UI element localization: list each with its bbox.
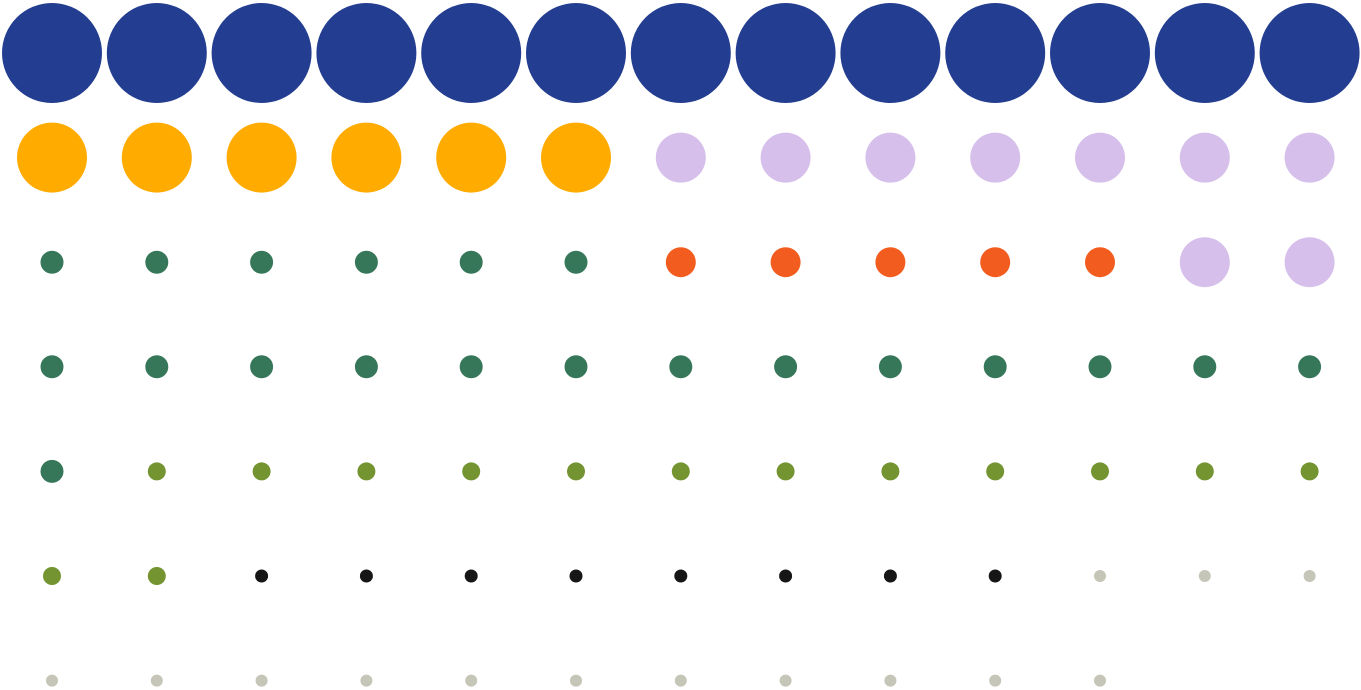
dot-mark (655, 132, 706, 183)
dot-mark (776, 462, 795, 481)
dot-mark (569, 569, 583, 583)
dot-mark (1085, 247, 1115, 278)
dot-mark (1094, 674, 1106, 687)
dot-mark (316, 3, 417, 103)
dot-mark (665, 247, 696, 278)
dot-mark (1303, 570, 1316, 582)
dot-mark (630, 3, 731, 103)
dot-mark (878, 355, 902, 379)
dot-mark (250, 355, 274, 379)
dot-mark (1091, 462, 1109, 481)
dot-mark (462, 462, 481, 481)
dot-mark (145, 355, 169, 379)
dot-mark (564, 355, 588, 379)
dot-mark (945, 3, 1046, 103)
dot-mark (354, 355, 378, 379)
dot-mark (121, 122, 192, 193)
dot-mark (1154, 3, 1255, 103)
dot-mark (255, 569, 269, 583)
dot-mark (970, 132, 1021, 183)
dot-mark (988, 569, 1002, 583)
dot-mark (1259, 3, 1360, 103)
dot-mark (735, 3, 836, 103)
dot-mark (875, 247, 906, 278)
dot-mark (106, 3, 207, 103)
dot-mark (881, 462, 900, 481)
dot-mark (774, 355, 798, 379)
dot-mark (255, 674, 268, 687)
dot-mark (46, 674, 58, 687)
dot-mark (150, 674, 163, 687)
dot-mark (1094, 570, 1106, 582)
dot-mark (671, 462, 690, 481)
dot-mark (436, 122, 507, 193)
dot-mark (541, 122, 611, 193)
dot-mark (989, 674, 1002, 687)
dot-mark (1284, 132, 1335, 183)
dot-mark (357, 462, 376, 481)
dot-mark (1300, 462, 1319, 481)
dot-mark (770, 247, 801, 278)
dot-mark (567, 462, 585, 481)
dot-mark (674, 569, 688, 583)
dot-mark (2, 3, 102, 103)
dot-mark (226, 122, 297, 193)
dot-mark (211, 3, 312, 103)
dot-mark (674, 674, 687, 687)
dot-mark (147, 462, 166, 481)
dot-mark (1050, 3, 1150, 103)
dot-mark (1179, 237, 1230, 288)
dot-mark (983, 355, 1007, 379)
dot-mark (360, 674, 373, 687)
dot-mark (1284, 237, 1335, 288)
dot-mark (252, 462, 271, 481)
dot-mark (1193, 355, 1217, 379)
dot-mark (986, 462, 1005, 481)
dot-mark (331, 122, 402, 193)
dot-mark (40, 250, 64, 274)
dot-mark (1198, 570, 1211, 582)
dot-mark (865, 132, 916, 183)
dot-mark (980, 247, 1011, 278)
dot-mark (17, 122, 87, 193)
dot-mark (840, 3, 941, 103)
dot-mark (40, 355, 64, 379)
dot-mark (359, 569, 373, 583)
dot-mark (40, 459, 64, 483)
dot-mark (884, 674, 897, 687)
dot-mark (1298, 355, 1322, 379)
dot-mark (1088, 355, 1112, 379)
dot-mark (250, 250, 274, 274)
dot-mark (1179, 132, 1230, 183)
dot-mark (464, 569, 478, 583)
dot-mark (421, 3, 522, 103)
dot-mark (570, 674, 582, 687)
dot-mark (1075, 132, 1125, 183)
dot-mark (354, 250, 378, 274)
dot-mark (145, 250, 169, 274)
dot-mark (669, 355, 693, 379)
dot-mark (147, 567, 166, 585)
dot-mark (760, 132, 811, 183)
dot-mark (43, 567, 61, 585)
dot-mark (779, 674, 792, 687)
dot-mark (883, 569, 897, 583)
dot-mark (564, 250, 588, 274)
dot-mark (459, 250, 483, 274)
dot-mark (1195, 462, 1214, 481)
dot-mark (459, 355, 483, 379)
dot-mark (465, 674, 478, 687)
dot-mark (779, 569, 793, 583)
dot-mark (526, 3, 626, 103)
